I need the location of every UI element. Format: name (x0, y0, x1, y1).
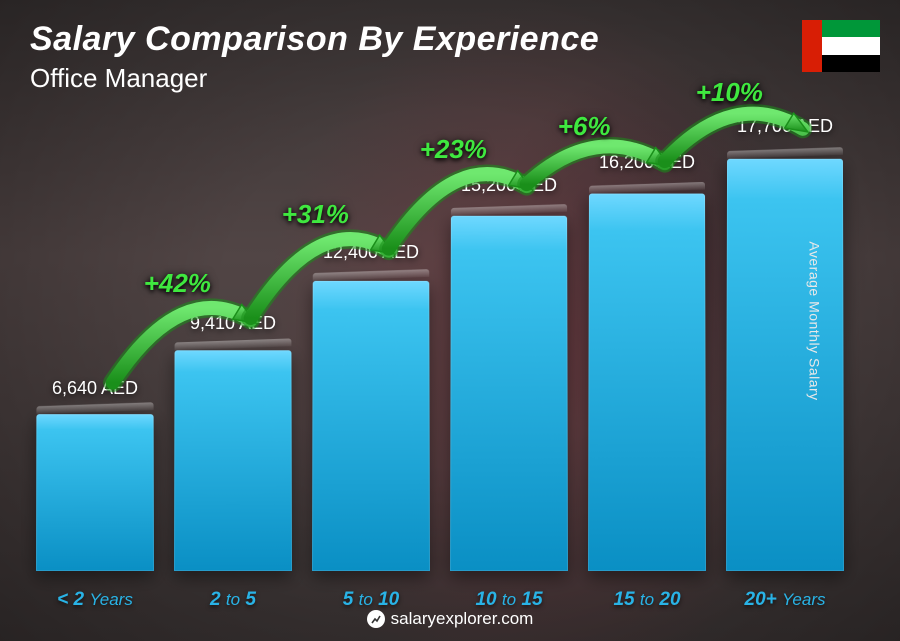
growth-pct-label: +23% (420, 134, 487, 165)
bar-value-label: 16,200 AED (599, 152, 695, 173)
bar-category-label: 10 to 15 (475, 589, 542, 611)
bar (588, 193, 706, 571)
bar-value-label: 9,410 AED (190, 313, 276, 334)
bar (450, 216, 568, 571)
bar-category-label: 5 to 10 (343, 589, 399, 611)
bar-value-label: 6,640 AED (52, 378, 138, 399)
growth-pct-label: +6% (558, 111, 611, 142)
bar-slot: 16,200 AED15 to 20 (588, 152, 706, 571)
bar-category-label: 2 to 5 (210, 589, 256, 611)
bar-value-label: 17,700 AED (737, 116, 833, 137)
bar (312, 281, 430, 571)
growth-pct-label: +10% (696, 77, 763, 108)
bar-value-label: 15,200 AED (461, 175, 557, 196)
bar (174, 350, 292, 571)
bar-category-label: 20+ Years (745, 589, 826, 611)
uae-flag-icon (802, 20, 880, 72)
bar-category-label: 15 to 20 (613, 589, 680, 611)
bar-slot: 12,400 AED5 to 10 (312, 242, 430, 571)
growth-pct-label: +42% (144, 268, 211, 299)
footer-text: salaryexplorer.com (391, 609, 534, 629)
y-axis-label: Average Monthly Salary (806, 241, 822, 400)
bar-slot: 6,640 AED< 2 Years (36, 378, 154, 571)
bar-category-label: < 2 Years (57, 589, 133, 611)
bar-slot: 9,410 AED2 to 5 (174, 313, 292, 571)
growth-pct-label: +31% (282, 199, 349, 230)
chart-title: Salary Comparison By Experience (30, 20, 599, 59)
bar (726, 159, 844, 571)
bar-chart: 6,640 AED< 2 Years9,410 AED2 to 512,400 … (30, 120, 850, 571)
footer-logo-icon (367, 610, 385, 628)
bar-slot: 17,700 AED20+ Years (726, 116, 844, 571)
bar-value-label: 12,400 AED (323, 242, 419, 263)
footer: salaryexplorer.com (0, 609, 900, 629)
header: Salary Comparison By Experience Office M… (30, 20, 599, 94)
bar-slot: 15,200 AED10 to 15 (450, 175, 568, 571)
chart-subtitle: Office Manager (30, 63, 599, 94)
bar (36, 415, 154, 571)
